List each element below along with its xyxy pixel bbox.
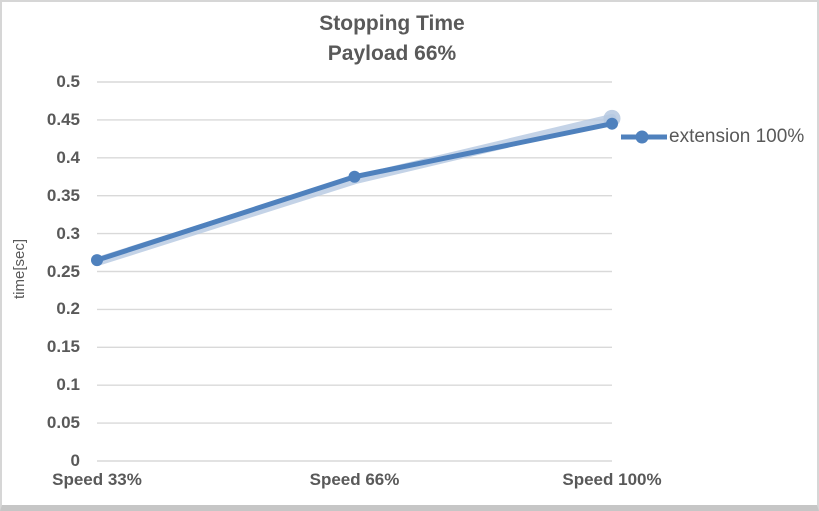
x-axis-category-label: Speed 100% <box>562 470 662 489</box>
y-axis-tick-label: 0.3 <box>56 223 80 243</box>
chart-title: Stopping Time <box>319 12 465 35</box>
legend: extension 100% <box>620 126 804 148</box>
y-axis-tick-label: 0.05 <box>46 413 80 433</box>
data-point-marker <box>606 117 618 130</box>
y-axis-tick-label: 0.1 <box>56 375 80 395</box>
data-point-marker <box>91 254 103 267</box>
chart-subtitle: Payload 66% <box>327 42 457 65</box>
y-axis-tick-label: 0.5 <box>56 72 80 91</box>
x-axis-category-label: Speed 33% <box>52 470 142 489</box>
y-axis-tick-label: 0.45 <box>46 109 80 129</box>
legend-label: extension 100% <box>669 126 805 147</box>
y-axis-tick-label: 0.4 <box>56 147 80 167</box>
y-axis-tick-label: 0 <box>70 451 80 470</box>
y-axis-tick-label: 0.25 <box>46 261 80 281</box>
x-axis-category-label: Speed 66% <box>309 470 400 489</box>
legend-marker-icon <box>621 130 667 144</box>
data-point-marker <box>348 170 361 183</box>
y-axis-tick-label: 0.35 <box>46 185 80 205</box>
y-axis-tick-label: 0.15 <box>46 337 80 357</box>
chart-title-block: Stopping Time Payload 66% <box>2 9 782 69</box>
y-axis-tick-label: 0.2 <box>56 299 80 319</box>
